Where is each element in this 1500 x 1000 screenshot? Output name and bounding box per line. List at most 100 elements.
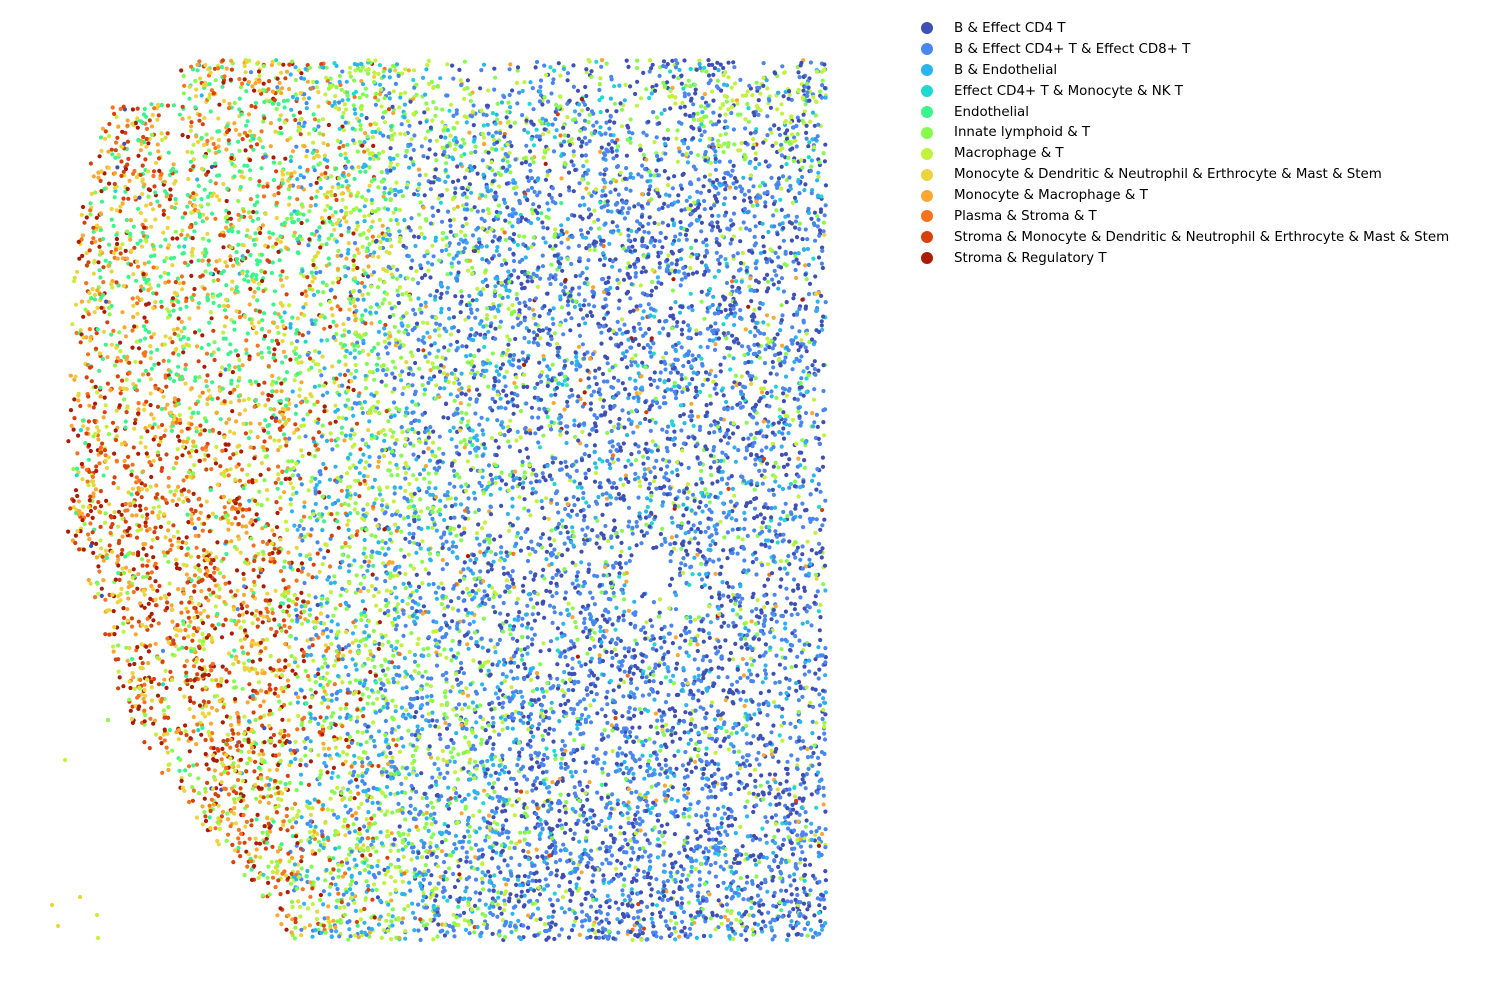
data-point xyxy=(676,193,681,198)
data-point xyxy=(353,501,358,506)
data-point xyxy=(702,129,707,134)
data-point xyxy=(608,501,613,506)
data-point xyxy=(454,677,460,682)
data-point xyxy=(634,872,639,878)
data-point xyxy=(283,76,288,81)
data-point xyxy=(191,142,196,147)
data-point xyxy=(422,110,427,115)
data-point xyxy=(74,330,79,336)
data-point xyxy=(754,266,759,271)
data-point xyxy=(706,525,711,531)
data-point xyxy=(577,886,582,891)
data-point xyxy=(552,840,558,845)
data-point xyxy=(189,517,194,522)
data-point xyxy=(383,432,388,437)
data-point xyxy=(346,518,351,523)
data-point xyxy=(817,735,822,741)
data-point xyxy=(217,173,222,178)
data-point xyxy=(615,224,620,229)
data-point xyxy=(490,931,495,937)
data-point xyxy=(758,886,763,891)
data-point xyxy=(460,845,465,850)
data-point xyxy=(665,436,670,441)
data-point xyxy=(344,210,349,215)
data-point xyxy=(277,699,282,704)
data-point xyxy=(185,546,191,551)
data-point xyxy=(586,928,592,933)
data-point xyxy=(182,326,187,331)
data-point xyxy=(206,711,212,716)
data-point xyxy=(198,76,203,81)
data-point xyxy=(294,578,299,583)
data-point xyxy=(471,553,476,558)
data-point xyxy=(267,682,272,688)
data-point xyxy=(695,547,700,553)
data-point xyxy=(816,645,821,650)
data-point xyxy=(141,575,146,580)
data-point xyxy=(293,691,299,696)
data-point xyxy=(721,202,727,207)
data-point xyxy=(531,577,536,582)
data-point xyxy=(529,405,535,410)
data-point xyxy=(703,846,709,851)
data-point xyxy=(252,404,257,409)
data-point xyxy=(386,639,391,645)
data-point xyxy=(731,356,736,361)
data-point xyxy=(536,415,541,420)
data-point xyxy=(425,330,430,335)
data-point xyxy=(366,810,371,815)
data-point xyxy=(388,161,394,166)
data-point xyxy=(688,265,693,271)
data-point xyxy=(679,377,684,382)
data-point xyxy=(536,906,541,911)
data-point xyxy=(571,163,576,168)
data-point xyxy=(454,533,459,538)
data-point xyxy=(451,315,456,320)
data-point xyxy=(581,697,587,702)
data-point xyxy=(511,411,516,416)
data-point xyxy=(811,473,816,478)
data-point xyxy=(614,485,619,490)
data-point xyxy=(797,638,802,643)
data-point xyxy=(280,283,285,288)
data-point xyxy=(216,137,221,143)
data-point xyxy=(598,110,603,115)
data-point xyxy=(335,253,340,258)
data-point xyxy=(753,224,758,229)
data-point xyxy=(541,718,546,723)
data-point xyxy=(730,405,735,411)
data-point xyxy=(406,832,411,837)
data-point xyxy=(364,740,369,745)
data-point xyxy=(572,503,577,508)
data-point xyxy=(541,567,546,573)
data-point xyxy=(524,826,529,831)
data-point xyxy=(366,291,371,296)
data-point xyxy=(329,928,334,934)
data-point xyxy=(661,457,666,462)
data-point xyxy=(179,232,184,237)
data-point xyxy=(790,325,795,330)
data-point xyxy=(369,816,374,821)
data-point xyxy=(702,207,707,212)
data-point xyxy=(688,84,693,89)
data-point xyxy=(161,732,166,737)
data-point xyxy=(200,822,205,827)
data-point xyxy=(687,381,692,386)
data-point xyxy=(374,576,379,581)
data-point xyxy=(803,915,808,920)
data-point xyxy=(253,718,258,723)
data-point xyxy=(466,646,471,651)
data-point xyxy=(314,229,319,234)
data-point xyxy=(280,269,285,274)
data-point xyxy=(469,150,474,155)
data-point xyxy=(436,348,441,353)
data-point xyxy=(361,452,366,457)
data-point xyxy=(530,637,535,642)
data-point xyxy=(514,438,519,443)
data-point xyxy=(248,215,253,220)
data-point xyxy=(758,783,763,788)
data-point xyxy=(507,67,512,72)
data-point xyxy=(195,139,201,145)
data-point xyxy=(738,226,743,231)
data-point xyxy=(290,834,295,839)
